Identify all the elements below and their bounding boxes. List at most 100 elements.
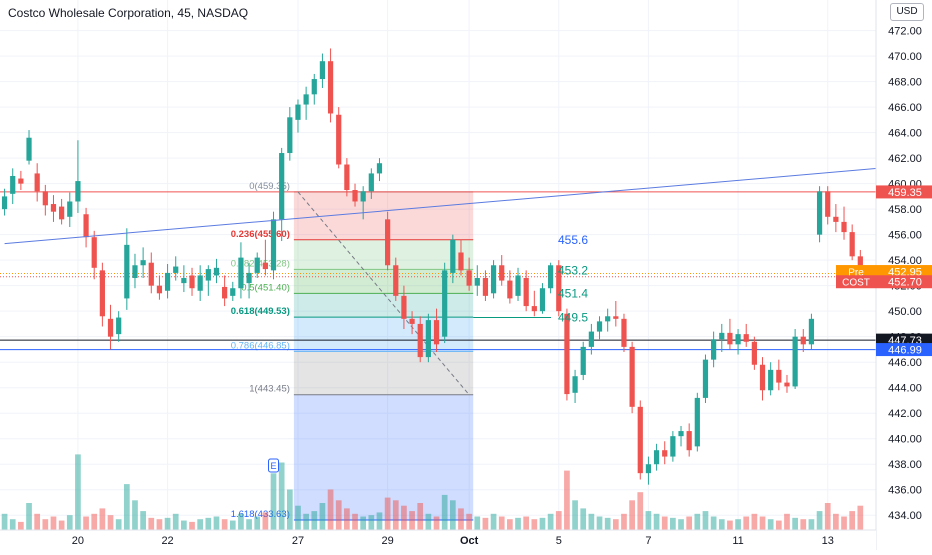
currency-button[interactable]: USD	[890, 3, 924, 21]
candle-body[interactable]	[173, 266, 179, 273]
candle-body[interactable]	[327, 61, 334, 114]
candle-body[interactable]	[1, 196, 8, 210]
earnings-event-marker[interactable]: E	[268, 458, 280, 473]
candle-body[interactable]	[99, 270, 105, 317]
candle-body[interactable]	[442, 270, 448, 337]
candle-body[interactable]	[653, 450, 660, 465]
candle-body[interactable]	[222, 286, 228, 299]
candle-body[interactable]	[808, 318, 815, 345]
candle-body[interactable]	[360, 191, 366, 202]
candle-body[interactable]	[42, 191, 48, 206]
candle-body[interactable]	[311, 79, 317, 95]
candle-body[interactable]	[164, 272, 171, 291]
candle-body[interactable]	[303, 94, 309, 105]
candle-body[interactable]	[376, 163, 383, 174]
candle-body[interactable]	[75, 181, 81, 202]
candle-body[interactable]	[816, 191, 823, 235]
candle-body[interactable]	[132, 265, 138, 279]
candle-body[interactable]	[270, 219, 277, 271]
candle-body[interactable]	[368, 173, 374, 192]
candle-body[interactable]	[148, 262, 154, 286]
candle-body[interactable]	[792, 336, 798, 387]
candle-body[interactable]	[205, 269, 211, 281]
candle-body[interactable]	[539, 288, 546, 312]
candle-body[interactable]	[107, 318, 114, 337]
candle-body[interactable]	[393, 265, 399, 296]
candle-body[interactable]	[425, 320, 431, 358]
candle-body[interactable]	[580, 346, 586, 375]
candle-body[interactable]	[482, 278, 489, 296]
candle-body[interactable]	[91, 237, 97, 268]
candle-body[interactable]	[246, 272, 252, 284]
candle-body[interactable]	[670, 436, 676, 457]
candle-body[interactable]	[262, 262, 268, 270]
candle-body[interactable]	[50, 204, 57, 212]
candle-body[interactable]	[768, 369, 774, 391]
candle-body[interactable]	[759, 364, 766, 391]
candle-body[interactable]	[629, 346, 635, 407]
candle-body[interactable]	[238, 257, 244, 289]
candle-body[interactable]	[711, 339, 717, 360]
candle-body[interactable]	[515, 275, 521, 296]
candle-body[interactable]	[523, 278, 529, 307]
fib-trend-line[interactable]	[297, 191, 470, 396]
candle-body[interactable]	[596, 321, 603, 332]
candle-body[interactable]	[564, 313, 570, 395]
candle-body[interactable]	[784, 382, 790, 387]
candle-body[interactable]	[417, 323, 423, 358]
candle-body[interactable]	[678, 431, 684, 437]
candle-body[interactable]	[181, 278, 187, 284]
candle-body[interactable]	[189, 275, 195, 289]
candle-body[interactable]	[213, 267, 220, 276]
candle-body[interactable]	[156, 285, 163, 294]
candle-body[interactable]	[727, 332, 733, 345]
candle-body[interactable]	[662, 450, 668, 457]
trend-line[interactable]	[4, 166, 893, 245]
candle-body[interactable]	[34, 173, 40, 192]
candle-body[interactable]	[18, 178, 24, 184]
candle-body[interactable]	[409, 318, 415, 324]
candle-body[interactable]	[450, 239, 456, 273]
candle-body[interactable]	[556, 265, 562, 312]
candle-body[interactable]	[59, 206, 65, 220]
candle-body[interactable]	[548, 265, 554, 289]
candle-body[interactable]	[295, 104, 301, 120]
candle-body[interactable]	[719, 332, 725, 340]
candle-body[interactable]	[531, 306, 537, 312]
candle-body[interactable]	[637, 406, 643, 474]
candle-body[interactable]	[336, 114, 342, 165]
candle-body[interactable]	[694, 397, 700, 447]
candle-body[interactable]	[572, 376, 578, 393]
candle-body[interactable]	[776, 369, 782, 383]
candle-body[interactable]	[458, 252, 464, 271]
fibonacci-retracement[interactable]: 0(459.35) 0.236(455.60) 0.382(453.28) 0.5(4…	[231, 181, 474, 521]
candle-body[interactable]	[800, 336, 806, 345]
candle-body[interactable]	[230, 288, 236, 296]
candle-body[interactable]	[344, 164, 350, 191]
candle-body[interactable]	[605, 316, 611, 322]
candle-body[interactable]	[499, 265, 505, 281]
candle-body[interactable]	[751, 341, 757, 365]
candle-body[interactable]	[254, 257, 260, 273]
candle-body[interactable]	[10, 175, 16, 194]
candle-body[interactable]	[645, 464, 652, 474]
candle-body[interactable]	[507, 280, 513, 299]
candle-body[interactable]	[841, 221, 847, 233]
candle-body[interactable]	[352, 190, 358, 202]
candle-body[interactable]	[319, 61, 326, 80]
candle-body[interactable]	[287, 117, 293, 154]
candle-body[interactable]	[433, 320, 440, 345]
time-axis[interactable]: 20 22 27 29 Oct 5 7 11 13	[0, 529, 876, 550]
candle-body[interactable]	[116, 317, 122, 335]
candle-body[interactable]	[279, 153, 285, 220]
candle-body[interactable]	[466, 270, 472, 286]
candle-body[interactable]	[743, 334, 749, 342]
candle-body[interactable]	[385, 219, 391, 266]
candle-body[interactable]	[849, 232, 855, 257]
candle-body[interactable]	[401, 295, 407, 319]
candle-body[interactable]	[124, 244, 130, 299]
candle-body[interactable]	[490, 265, 497, 294]
candle-body[interactable]	[67, 201, 73, 217]
candle-body[interactable]	[26, 137, 32, 161]
